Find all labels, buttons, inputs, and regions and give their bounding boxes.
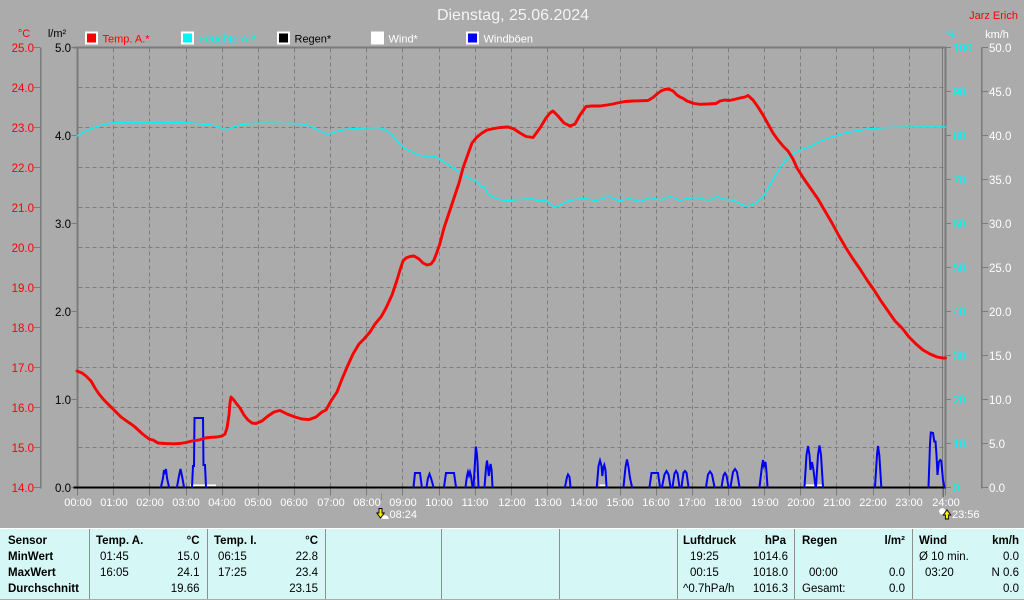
svg-text:60: 60 [953,219,966,231]
svg-text:25.0: 25.0 [12,43,34,55]
svg-text:50: 50 [953,263,966,275]
svg-text:l/m²: l/m² [48,28,67,40]
svg-text:22:00: 22:00 [859,497,887,509]
svg-text:0.0: 0.0 [989,483,1005,495]
svg-text:18:00: 18:00 [714,497,742,509]
svg-text:90: 90 [953,87,966,99]
svg-text:5.0: 5.0 [989,439,1005,451]
svg-text:0.0: 0.0 [55,483,71,495]
svg-text:16.0: 16.0 [12,403,34,415]
svg-text:22.0: 22.0 [12,163,34,175]
svg-text:%: % [946,29,956,41]
svg-text:Wind*: Wind* [389,34,419,46]
svg-text:09:00: 09:00 [389,497,417,509]
svg-text:Regen*: Regen* [295,34,332,46]
svg-text:1.0: 1.0 [55,395,71,407]
svg-text:14.0: 14.0 [12,483,34,495]
svg-text:04:00: 04:00 [208,497,236,509]
svg-text:30: 30 [953,351,966,363]
svg-text:15.0: 15.0 [989,351,1011,363]
svg-text:17.0: 17.0 [12,363,34,375]
svg-text:17:00: 17:00 [678,497,706,509]
svg-text:19:00: 19:00 [751,497,779,509]
svg-text:Windböen: Windböen [484,34,534,46]
svg-text:4.0: 4.0 [55,131,71,143]
svg-text:km/h: km/h [985,29,1009,41]
svg-text:12:00: 12:00 [498,497,526,509]
svg-text:02:00: 02:00 [136,497,164,509]
svg-text:15.0: 15.0 [12,443,34,455]
svg-text:23.0: 23.0 [12,123,34,135]
svg-text:05:00: 05:00 [244,497,272,509]
svg-text:01:00: 01:00 [100,497,128,509]
svg-text:20: 20 [953,395,966,407]
svg-text:°C: °C [18,28,30,40]
svg-text:21.0: 21.0 [12,203,34,215]
svg-text:70: 70 [953,175,966,187]
svg-text:30.0: 30.0 [989,219,1011,231]
svg-text:23:56: 23:56 [952,509,980,521]
svg-text:Dienstag, 25.06.2024: Dienstag, 25.06.2024 [437,7,589,24]
svg-text:50.0: 50.0 [989,43,1011,55]
svg-text:20.0: 20.0 [12,243,34,255]
svg-text:25.0: 25.0 [989,263,1011,275]
svg-text:2.0: 2.0 [55,307,71,319]
svg-text:100: 100 [953,43,972,55]
svg-text:23:00: 23:00 [895,497,923,509]
svg-text:Temp. A.*: Temp. A.* [103,34,151,46]
svg-text:03:00: 03:00 [172,497,200,509]
svg-text:19.0: 19.0 [12,283,34,295]
svg-text:20:00: 20:00 [787,497,815,509]
svg-text:06:00: 06:00 [280,497,308,509]
svg-text:16:00: 16:00 [642,497,670,509]
svg-text:13:00: 13:00 [534,497,562,509]
svg-text:00:00: 00:00 [64,497,92,509]
svg-text:10: 10 [953,439,966,451]
svg-text:15:00: 15:00 [606,497,634,509]
svg-text:40: 40 [953,307,966,319]
svg-text:14:00: 14:00 [570,497,598,509]
svg-text:80: 80 [953,131,966,143]
svg-text:0: 0 [953,483,959,495]
svg-text:24.0: 24.0 [12,83,34,95]
svg-text:24:00: 24:00 [932,497,960,509]
svg-text:35.0: 35.0 [989,175,1011,187]
svg-text:07:00: 07:00 [317,497,345,509]
svg-text:Feuchte A.*: Feuchte A.* [199,34,257,46]
svg-text:Jarz Erich: Jarz Erich [969,10,1018,22]
svg-text:10:00: 10:00 [425,497,453,509]
svg-text:11:00: 11:00 [462,497,489,509]
svg-text:08:24: 08:24 [390,509,418,521]
svg-text:08:00: 08:00 [353,497,381,509]
svg-text:20.0: 20.0 [989,307,1011,319]
svg-text:45.0: 45.0 [989,87,1011,99]
svg-text:3.0: 3.0 [55,219,71,231]
svg-text:10.0: 10.0 [989,395,1011,407]
svg-text:21:00: 21:00 [823,497,851,509]
svg-text:40.0: 40.0 [989,131,1011,143]
svg-text:5.0: 5.0 [55,43,71,55]
svg-text:18.0: 18.0 [12,323,34,335]
